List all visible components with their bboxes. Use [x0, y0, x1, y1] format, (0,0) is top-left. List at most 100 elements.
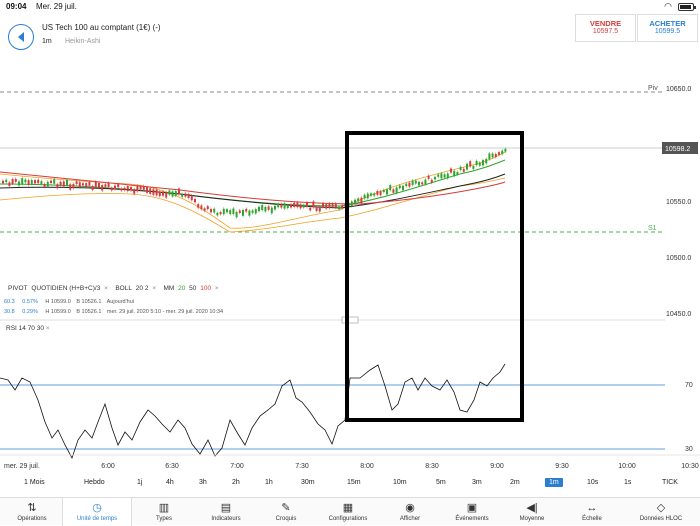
toolbar-button[interactable]: ▤ Indicateurs: [196, 498, 256, 526]
timeframe-option[interactable]: 1m: [545, 478, 563, 487]
candle: [395, 187, 398, 193]
candle: [50, 180, 52, 184]
eye-icon: ◉: [405, 502, 415, 514]
toolbar-button-label: Croquis: [275, 516, 297, 522]
candle: [126, 186, 129, 192]
mm-remove-icon[interactable]: ×: [214, 285, 219, 292]
timeframe-option[interactable]: 2m: [510, 479, 520, 486]
candle: [235, 211, 238, 218]
timeframe-option[interactable]: 3h: [199, 479, 207, 486]
time-axis-ticks: 6:00 6:30 7:00 7:30 8:00 8:30 9:00 9:30 10:00 10:…: [101, 463, 699, 470]
timeframe-option[interactable]: 10m: [393, 479, 407, 486]
candle: [85, 183, 88, 187]
pivot-indicator-name[interactable]: PIVOT: [8, 285, 28, 292]
candle: [142, 186, 145, 190]
candle: [59, 181, 62, 186]
candle: [14, 178, 17, 182]
candle: [219, 212, 222, 215]
time-axis-tick: 10:00: [618, 463, 636, 470]
candle: [168, 190, 171, 195]
price-chart[interactable]: Piv S1 10650.0 10598.2 10550.0 10500.0 1…: [0, 60, 700, 472]
candle: [296, 202, 299, 208]
buy-button[interactable]: ACHETER 10599.5: [637, 14, 698, 42]
toolbar-button[interactable]: ◉ Afficher: [386, 498, 434, 526]
mm-20-label: 20: [178, 285, 186, 292]
timeframe-option[interactable]: TICK: [662, 479, 678, 486]
candle: [72, 183, 75, 189]
candle: [350, 201, 353, 207]
candle: [66, 179, 68, 186]
candle: [472, 166, 475, 169]
back-button[interactable]: [8, 24, 34, 50]
candle: [107, 182, 110, 187]
candle: [101, 184, 104, 191]
wifi-icon: ◠: [664, 1, 672, 11]
toolbar-button[interactable]: ↔ Échelle: [566, 498, 618, 526]
candle: [434, 176, 436, 180]
timeframe-option[interactable]: 1h: [265, 479, 273, 486]
toolbar-button[interactable]: ◀| Moyenne: [506, 498, 558, 526]
boll-indicator-name[interactable]: BOLL: [115, 285, 132, 292]
candle: [114, 185, 116, 190]
candle: [501, 150, 504, 155]
candle: [491, 153, 494, 158]
stat-high: H 10599.0: [45, 299, 71, 305]
candle: [466, 163, 468, 170]
candle: [456, 171, 459, 175]
time-axis-tick: 8:30: [425, 463, 439, 470]
toolbar-button[interactable]: ◷ Unité de temps: [62, 498, 132, 526]
candle: [216, 212, 219, 216]
candle: [382, 189, 385, 193]
timeframe-option[interactable]: 10s: [587, 479, 599, 486]
candle: [200, 205, 203, 210]
timeframe-option[interactable]: 1s: [624, 479, 632, 486]
instrument-title: US Tech 100 au comptant (1€) (-): [42, 23, 161, 32]
candle: [24, 179, 27, 183]
toolbar-button[interactable]: ▣ Événements: [442, 498, 502, 526]
candle: [331, 203, 334, 207]
time-axis-tick: 9:30: [555, 463, 569, 470]
timeframe-option[interactable]: 2h: [232, 479, 240, 486]
candle: [46, 181, 49, 187]
candle: [75, 181, 78, 185]
pivot-remove-icon[interactable]: ×: [104, 285, 108, 292]
candle: [18, 181, 20, 186]
indicator-legend: PIVOT QUOTIDIEN (H+B+C)/3 × BOLL 20 2 × …: [8, 285, 221, 292]
candle: [446, 173, 449, 179]
candle: [498, 152, 500, 155]
candle: [309, 207, 312, 211]
status-bar: 09:04 Mer. 29 juil. ◠: [0, 0, 700, 14]
candles-group: [2, 147, 507, 219]
candle: [242, 209, 244, 216]
resize-handle[interactable]: [341, 316, 359, 324]
timeframe-option[interactable]: 30m: [301, 479, 315, 486]
boll-remove-icon[interactable]: ×: [152, 285, 157, 292]
rsi-name[interactable]: RSI: [6, 325, 17, 332]
candle: [187, 193, 190, 198]
timeframe-option[interactable]: 3m: [472, 479, 482, 486]
candle: [130, 187, 132, 191]
candle: [277, 203, 280, 208]
timeframe-option[interactable]: 1 Mois: [24, 479, 45, 486]
candle: [248, 210, 251, 216]
time-axis-tick: 6:30: [165, 463, 179, 470]
toolbar-button[interactable]: ◇ Données HLOC: [626, 498, 696, 526]
toolbar-button[interactable]: ▥ Types: [136, 498, 192, 526]
timeframe-option[interactable]: 4h: [166, 479, 174, 486]
sell-button[interactable]: VENDRE 10597.5: [575, 14, 636, 42]
timeframe-option[interactable]: Hebdo: [84, 479, 105, 486]
timeframe-option[interactable]: 1j: [137, 479, 143, 486]
stat-points: 60.3: [4, 299, 15, 305]
timeframe-option[interactable]: 15m: [347, 479, 361, 486]
chart-types-icon: ▥: [158, 502, 170, 514]
candle: [437, 174, 440, 177]
toolbar-button[interactable]: ✎ Croquis: [262, 498, 310, 526]
candle: [450, 168, 452, 173]
rsi-remove-icon[interactable]: ×: [45, 325, 50, 332]
candle: [338, 206, 340, 210]
toolbar-button[interactable]: ▦ Configurations: [316, 498, 380, 526]
mm-indicator-name[interactable]: MM: [163, 285, 175, 292]
toolbar-button[interactable]: ⇅ Opérations: [4, 498, 60, 526]
candle: [334, 203, 337, 208]
timeframe-option[interactable]: 5m: [436, 479, 446, 486]
